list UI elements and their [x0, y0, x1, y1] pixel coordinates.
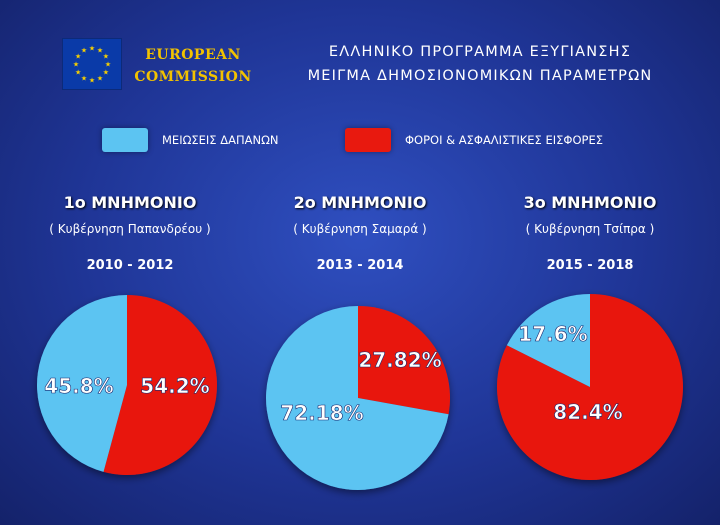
pie-2	[266, 306, 450, 490]
pie-1-label-spending-cuts: 45.8%	[44, 374, 113, 398]
legend-label-taxes: ΦΟΡΟΙ & ΑΣΦΑΛΙΣΤΙΚΕΣ ΕΙΣΦΟΡΕΣ	[405, 133, 603, 147]
pie-3-slice-spending-cuts	[506, 294, 590, 387]
pie-1-period: 2010 - 2012	[86, 258, 174, 273]
pie-2-label-spending-cuts: 72.18%	[280, 401, 363, 425]
pie-2-slice-taxes	[358, 306, 450, 415]
eu-star-icon: ★	[75, 53, 81, 61]
title-line-1: ΕΛΛΗΝΙΚΟ ΠΡΟΓΡΑΜΜΑ ΕΞΥΓΙΑΝΣΗΣ	[328, 44, 632, 60]
eu-star-icon: ★	[75, 69, 81, 77]
pie-3-period: 2015 - 2018	[546, 258, 634, 273]
pie-2-period: 2013 - 2014	[316, 258, 404, 273]
legend-swatch-taxes	[345, 128, 391, 152]
eu-star-icon: ★	[105, 61, 111, 69]
page-title: ΕΛΛΗΝΙΚΟ ΠΡΟΓΡΑΜΜΑ ΕΞΥΓΙΑΝΣΗΣ ΜΕΙΓΜΑ ΔΗΜ…	[280, 40, 680, 88]
eu-star-icon: ★	[73, 61, 79, 69]
legend-label-spending-cuts: ΜΕΙΩΣΕΙΣ ΔΑΠΑΝΩΝ	[162, 133, 279, 147]
eu-flag-icon: ★ ★ ★ ★ ★ ★ ★ ★ ★ ★ ★ ★	[62, 38, 122, 90]
eu-star-icon: ★	[89, 45, 95, 53]
pie-1	[37, 294, 218, 475]
eu-star-icon: ★	[103, 69, 109, 77]
pie-2-slice-spending-cuts	[266, 306, 449, 490]
pie-3-subtitle: ( Κυβέρνηση Τσίπρα )	[525, 222, 655, 236]
commission-line-1: EUROPEAN	[145, 47, 241, 63]
title-line-2: ΜΕΙΓΜΑ ΔΗΜΟΣΙΟΝΟΜΙΚΩΝ ΠΑΡΑΜΕΤΡΩΝ	[307, 68, 653, 84]
pie-3-label-taxes: 82.4%	[553, 400, 622, 424]
european-commission-label: EUROPEAN COMMISSION	[134, 44, 252, 88]
eu-star-icon: ★	[81, 47, 87, 55]
pie-1-subtitle: ( Κυβέρνηση Παπανδρέου )	[49, 222, 211, 236]
pie-1-label-taxes: 54.2%	[140, 374, 209, 398]
commission-line-2: COMMISSION	[134, 69, 252, 85]
eu-star-icon: ★	[97, 74, 103, 82]
eu-star-icon: ★	[103, 53, 109, 61]
eu-star-icon: ★	[81, 74, 87, 82]
pie-1-slice-taxes	[103, 294, 218, 475]
pie-1-slice-spending-cuts	[37, 295, 128, 472]
pie-2-subtitle: ( Κυβέρνηση Σαμαρά )	[293, 222, 427, 236]
eu-stars-icon: ★ ★★★★★★★★★★★	[73, 45, 111, 85]
pie-1-title: 1ο ΜΝΗΜΟΝΙΟ	[63, 193, 197, 212]
eu-star-icon: ★	[97, 47, 103, 55]
pie-3-title: 3ο ΜΝΗΜΟΝΙΟ	[523, 193, 657, 212]
eu-star-icon: ★	[89, 77, 95, 85]
pie-2-title: 2ο ΜΝΗΜΟΝΙΟ	[293, 193, 427, 212]
legend-swatch-spending-cuts	[102, 128, 148, 152]
pie-2-label-taxes: 27.82%	[358, 348, 441, 372]
pie-3-label-spending-cuts: 17.6%	[518, 322, 587, 346]
pie-3	[497, 294, 683, 480]
